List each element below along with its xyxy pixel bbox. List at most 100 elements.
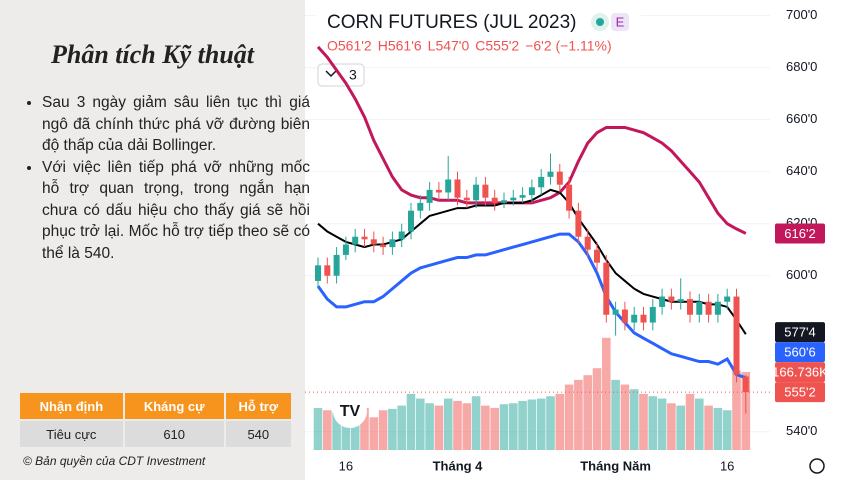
candle-body [594,249,600,263]
y-tick-label: 640'0 [786,163,817,178]
ohlc-value: L547'0 [428,38,470,54]
candle-body [556,171,563,185]
candle-body [528,187,535,196]
volume-bar [443,398,453,450]
candle-body [519,195,526,198]
candle-body [603,262,610,315]
candle-body [742,376,749,393]
ohlc-value: H561'6 [378,38,422,54]
volume-bar [732,370,741,450]
candle-body [435,189,442,193]
candle-body [612,309,619,315]
volume-bar [388,408,397,450]
volume-bar [611,379,620,450]
candle-body [668,296,675,302]
volume-bar [536,398,546,450]
table-cell: 610 [122,419,225,447]
exchange-badge-bg [611,13,629,31]
volume-bar [471,396,481,450]
candle-body [315,265,321,281]
volume-bar [583,375,592,450]
volume-bar [639,393,648,450]
candle-body [491,197,498,203]
y-tick-label: 680'0 [786,59,817,74]
candle-body [687,299,693,315]
candle-body [361,236,368,240]
candle-body [696,301,703,315]
candle-body [463,197,470,201]
volume-bar [574,379,583,450]
candle-body [677,299,684,302]
level-table: Nhận định Kháng cự Hỗ trợ Tiêu cực 610 540 [20,393,291,447]
volume-bar [564,384,574,450]
volume-bar [620,384,630,450]
volume-bar [713,407,723,450]
settings-icon[interactable] [809,458,825,474]
volume-bar [676,405,685,450]
chart-title: CORN FUTURES (JUL 2023) [327,12,577,33]
volume-bar [453,400,462,450]
price-badge-label: 555'2 [784,385,815,400]
y-tick-label: 700'0 [786,7,817,22]
candle-body [640,314,647,323]
price-badge-label: 166.736K [772,365,828,380]
volume-bar [592,368,602,450]
candle-body [352,236,359,245]
candle-body [621,309,628,323]
volume-bar [722,410,732,450]
candle-body [417,202,424,211]
volume-bar [323,410,332,450]
copyright: © Bản quyền của CDT Investment [23,454,206,468]
volume-bar [490,407,499,450]
candle-body [333,254,340,276]
table-cell: 540 [223,419,291,447]
volume-bar [341,405,351,450]
svg-text:TV: TV [340,403,361,420]
x-tick-label: 16 [339,458,353,473]
header-box [316,6,641,36]
volume-bar [416,398,425,450]
volume-bar [462,403,472,450]
ohlc-value: −6'2 (−1.11%) [525,38,611,54]
candle-body [501,200,507,203]
candle-body [454,179,461,198]
candle-body [714,301,721,315]
candle-body [473,184,480,201]
x-tick-label: Tháng Năm [580,458,651,473]
candle-body [445,179,452,193]
indicator-count: 3 [349,67,357,83]
price-badge [775,362,825,383]
price-badge [775,223,825,244]
table-header: Hỗ trợ [223,393,291,420]
table-header: Nhận định [20,393,124,420]
volume-bar [499,404,509,450]
candle-body [342,244,349,255]
bullet: Với việc liên tiếp phá vỡ những mốc hỗ t… [42,157,310,265]
volume-bar [434,405,444,450]
x-tick-label: 16 [720,458,734,473]
tv-logo: TV [333,394,367,428]
candle-body [724,296,731,302]
volume-bar [397,405,406,450]
chevron-icon [325,70,337,78]
volume-bar [509,403,518,450]
candle-body [398,231,405,240]
bollinger-line [316,232,747,380]
volume-bar [360,407,369,450]
candle-body [482,184,489,198]
volume-bar [555,393,565,450]
ohlc-value: C555'2 [475,38,519,54]
candle-body [575,210,582,237]
volume-bar [602,337,611,450]
volume-bar [704,405,713,450]
status-dot [596,18,604,26]
price-badge [775,382,825,403]
bullet-list: Sau 3 ngày giảm sâu liên tục thì giá ngô… [24,92,310,264]
candle-body [408,210,414,232]
candle-body [631,314,638,323]
volume-bar [695,398,704,450]
left-panel: Phân tích Kỹ thuật Sau 3 ngày giảm sâu l… [0,0,310,480]
candle-body [584,236,591,250]
candle-body [659,296,666,307]
